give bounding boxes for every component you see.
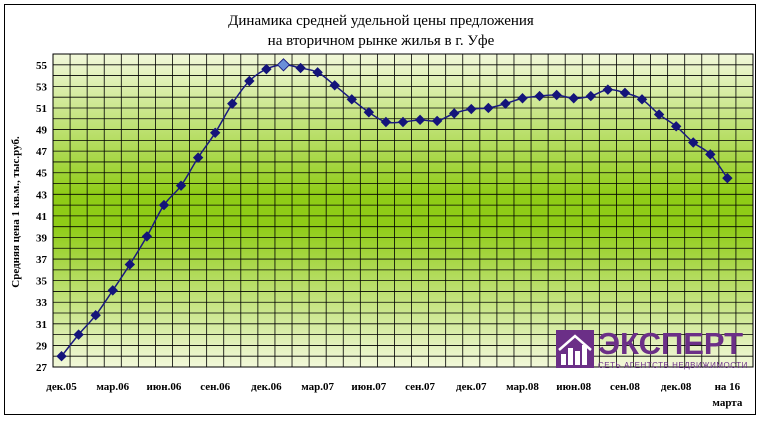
x-tick-label: на 16	[715, 381, 741, 393]
data-point	[329, 80, 340, 91]
y-tick-label: 29	[36, 340, 48, 352]
data-point	[688, 137, 699, 148]
series-line	[60, 64, 728, 357]
data-point	[722, 172, 733, 184]
data-point	[534, 90, 545, 102]
data-point	[500, 98, 511, 109]
data-point	[244, 75, 255, 87]
data-point	[602, 84, 614, 95]
y-tick-label: 55	[36, 60, 48, 72]
data-point	[670, 121, 682, 132]
x-tick-label: дек.07	[456, 381, 487, 393]
data-point	[551, 89, 562, 101]
data-point	[636, 94, 648, 105]
chart-title-line1: Динамика средней удельной цены предложен…	[228, 13, 534, 29]
data-point	[517, 93, 528, 104]
data-point	[312, 67, 323, 78]
x-tick-label: июн.07	[351, 381, 386, 393]
logo-wordmark: ЭКСПЕРТ	[598, 326, 744, 361]
y-tick-label: 31	[36, 319, 47, 331]
y-axis-ticks: 27 29 31 33 35 37 39 41 43 45 47 49 51 53 55	[36, 60, 48, 374]
x-tick-label: дек.06	[251, 381, 282, 393]
data-point	[466, 103, 477, 115]
data-point	[449, 108, 460, 119]
logo-mark-icon	[556, 330, 594, 368]
data-point	[414, 114, 426, 126]
y-tick-label: 37	[36, 254, 48, 266]
data-point	[705, 149, 716, 160]
y-tick-label: 41	[36, 211, 47, 223]
data-point	[124, 259, 136, 270]
data-point	[431, 115, 443, 127]
y-tick-label: 47	[36, 146, 48, 158]
x-tick-label: сен.06	[200, 381, 230, 393]
data-point	[585, 90, 597, 102]
y-axis-label: Средняя цена 1 кв.м., тыс.руб.	[10, 136, 22, 288]
data-point	[175, 180, 187, 191]
x-tick-label: дек.05	[46, 381, 77, 393]
x-tick-label: мар.06	[96, 381, 129, 393]
x-tick-label: сен.08	[610, 381, 640, 393]
x-tick-label: сен.07	[405, 381, 435, 393]
data-point	[141, 231, 153, 242]
y-tick-label: 27	[36, 362, 48, 374]
y-tick-label: 35	[36, 276, 48, 288]
plot-area	[52, 53, 754, 368]
data-point	[192, 152, 204, 163]
y-tick-label: 49	[36, 125, 48, 137]
data-point	[380, 116, 392, 128]
x-tick-label: мар.07	[301, 381, 334, 393]
x-tick-label: дек.08	[661, 381, 692, 393]
data-point	[653, 109, 665, 120]
expert-logo: ЭКСПЕРТ СЕТЬ АГЕНТСТВ НЕДВИЖИМОСТИ	[556, 326, 754, 370]
logo-subtitle: СЕТЬ АГЕНТСТВ НЕДВИЖИМОСТИ	[598, 361, 748, 370]
x-tick-label: марта	[712, 397, 742, 409]
data-point	[397, 116, 409, 128]
data-point	[209, 127, 221, 138]
data-point	[363, 107, 375, 118]
data-point	[73, 329, 84, 340]
data-point	[158, 199, 170, 211]
data-point	[107, 285, 118, 296]
data-point	[346, 94, 357, 105]
data-point	[568, 93, 579, 104]
data-point	[295, 62, 306, 74]
x-tick-label: мар.08	[506, 381, 539, 393]
y-tick-label: 33	[36, 297, 48, 309]
data-point-highlight	[276, 58, 291, 72]
y-tick-label: 45	[36, 168, 48, 180]
data-point	[227, 98, 238, 109]
data-point	[261, 63, 272, 75]
y-tick-label: 39	[36, 232, 48, 244]
data-point	[56, 350, 67, 362]
y-tick-label: 51	[36, 103, 47, 115]
chart-title-line2: на вторичном рынке жилья в г. Уфе	[268, 33, 495, 49]
y-tick-label: 43	[36, 189, 48, 201]
x-tick-label: июн.08	[556, 381, 591, 393]
data-point	[619, 87, 631, 99]
data-point	[90, 309, 101, 321]
series-markers	[56, 58, 733, 362]
x-axis-ticks: дек.05 мар.06 июн.06 сен.06 дек.06 мар.07 июн.…	[46, 381, 743, 409]
x-tick-label: июн.06	[147, 381, 182, 393]
data-point	[483, 102, 494, 114]
y-tick-label: 53	[36, 81, 48, 93]
